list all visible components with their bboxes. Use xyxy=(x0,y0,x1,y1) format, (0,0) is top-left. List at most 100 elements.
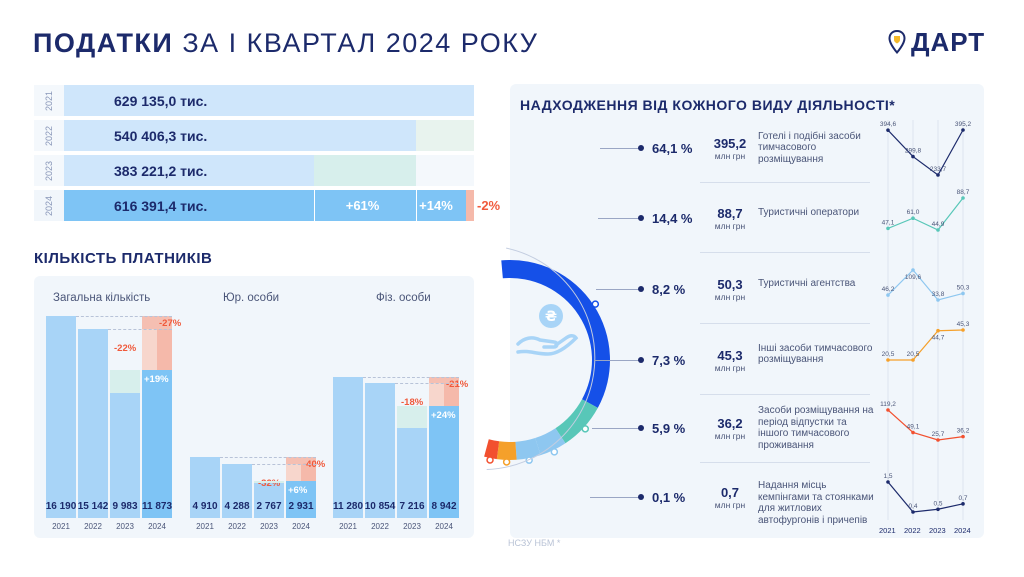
activity-connector xyxy=(596,289,642,290)
activity-name: Надання місць кемпінгами та стоянками дл… xyxy=(758,480,874,526)
payers-year-label: 2021 xyxy=(339,522,357,531)
revenue-year: 2023 xyxy=(34,155,64,186)
payers-change-vs-2022: -22% xyxy=(114,343,137,355)
ring-segment xyxy=(535,428,566,456)
payers-change-vs-2023: +24% xyxy=(431,410,456,422)
minichart-point xyxy=(886,358,890,362)
payers-ref-line xyxy=(395,382,459,384)
minichart-label: 50,3 xyxy=(957,284,970,291)
activity-unit: млн грн xyxy=(714,431,746,441)
activity-name: Туристичні агентства xyxy=(758,277,856,289)
activity-amount: 88,7 xyxy=(717,206,743,221)
payers-bar xyxy=(190,456,220,518)
payers-year-label: 2022 xyxy=(84,522,102,531)
payers-change-vs-2021: -27% xyxy=(159,318,182,329)
activity-share: 14,4 % xyxy=(652,211,693,226)
revenue-year: 2022 xyxy=(34,120,64,151)
payers-bar-label: 11 873 xyxy=(141,501,173,512)
minichart-year: 2022 xyxy=(904,526,921,535)
activity-unit: млн грн xyxy=(714,151,746,161)
payers-ref-line xyxy=(108,329,172,331)
minichart-label: 46,2 xyxy=(882,286,895,293)
payers-bar-ref-2021b xyxy=(301,464,316,482)
activity-connector xyxy=(590,497,642,498)
payers-year-label: 2024 xyxy=(148,522,166,531)
payers-bar xyxy=(365,382,395,518)
minichart-point xyxy=(911,358,915,362)
activity-unit: млн грн xyxy=(714,221,746,231)
minichart-point xyxy=(961,128,965,132)
revenue-row-2023: 2023 383 221,2 тис. xyxy=(34,155,474,186)
ring-segment xyxy=(515,438,541,460)
minichart-point xyxy=(911,216,915,221)
logo: ДАРТ xyxy=(888,26,985,58)
payers-change-vs-2021: -40% xyxy=(303,458,326,470)
minichart-point xyxy=(886,293,890,297)
minichart-point xyxy=(911,268,915,272)
payers-bar xyxy=(429,406,459,518)
minichart-point xyxy=(886,128,890,132)
revenue-bar xyxy=(64,190,466,221)
ring-outline xyxy=(486,247,596,471)
payers-year-label: 2022 xyxy=(228,522,246,531)
minichart-label: 44,9 xyxy=(932,221,945,228)
minichart-point xyxy=(961,328,965,332)
payers-group-label: Фіз. особи xyxy=(376,292,431,304)
payers-change-vs-2022: -18% xyxy=(401,396,424,408)
payers-ref-line xyxy=(252,464,316,466)
minichart-line xyxy=(887,129,964,176)
minichart-point xyxy=(911,510,915,514)
activity-separator xyxy=(700,182,870,183)
activity-ring xyxy=(484,247,610,471)
payers-bar-ref-2021 xyxy=(142,316,172,330)
minichart-label: 36,2 xyxy=(957,428,970,435)
ring-segment xyxy=(496,441,517,460)
payers-year-label: 2024 xyxy=(435,522,453,531)
payers-bar-ref-2021b xyxy=(444,382,459,407)
page-title: ПОДАТКИ ЗА І КВАРТАЛ 2024 РОКУ xyxy=(33,28,538,59)
activity-name: Засоби розміщування на період відпустки … xyxy=(758,405,874,451)
activity-amount: 395,2 xyxy=(713,136,747,151)
payers-bar-label: 10 854 xyxy=(364,501,396,512)
activity-dot xyxy=(638,215,644,221)
payers-change-vs-2022: -32% xyxy=(258,478,281,490)
revenue-year: 2024 xyxy=(34,190,64,221)
activity-name: Готелі і подібні засоби тимчасового розм… xyxy=(758,130,861,165)
payers-year-label: 2023 xyxy=(403,522,421,531)
minichart-label: 47,1 xyxy=(882,219,895,226)
activity-share: 5,9 % xyxy=(652,421,686,436)
minichart-label: 20,5 xyxy=(882,351,895,358)
minichart-label: 61,0 xyxy=(907,209,920,216)
minichart-label: 44,7 xyxy=(932,335,945,342)
payers-change-vs-2023: +19% xyxy=(144,373,169,385)
minichart-year: 2021 xyxy=(879,526,896,535)
payers-bar-2023-mint xyxy=(397,406,427,428)
ring-marker xyxy=(591,300,600,308)
payers-bar-ref-2022 xyxy=(429,382,444,407)
payers-bar xyxy=(78,329,108,518)
ring-segment xyxy=(501,260,610,408)
minichart-label: 0,4 xyxy=(908,503,917,510)
minichart-point xyxy=(961,196,965,200)
activity-dot xyxy=(638,494,644,500)
ring-segment xyxy=(484,439,500,460)
minichart-label: 45,3 xyxy=(957,321,970,328)
activity-connector xyxy=(598,218,642,219)
svg-text:₴: ₴ xyxy=(545,309,557,325)
minichart-line xyxy=(887,409,964,441)
minichart-point xyxy=(936,173,940,177)
activity-amount: 50,3 xyxy=(717,277,743,292)
activity-share: 0,1 % xyxy=(652,490,686,505)
revenue-bar xyxy=(64,120,417,151)
activity-amount: 45,3 xyxy=(717,348,743,363)
revenue-row-2021: 2021 629 135,0 тис. xyxy=(34,85,474,116)
payers-ref-line xyxy=(76,316,172,317)
trend-minicharts: 394,6 299,8 233,7 395,2 47,1 61,0 44,9 88,7 46,2… xyxy=(880,120,972,520)
minichart-point xyxy=(911,154,915,159)
activity-dot xyxy=(638,145,644,151)
minichart-label: 88,7 xyxy=(957,189,970,196)
minichart-year: 2024 xyxy=(954,526,971,535)
minichart-point xyxy=(961,291,965,296)
revenue-bar xyxy=(64,155,314,186)
payers-bar-label: 4 288 xyxy=(224,501,250,512)
